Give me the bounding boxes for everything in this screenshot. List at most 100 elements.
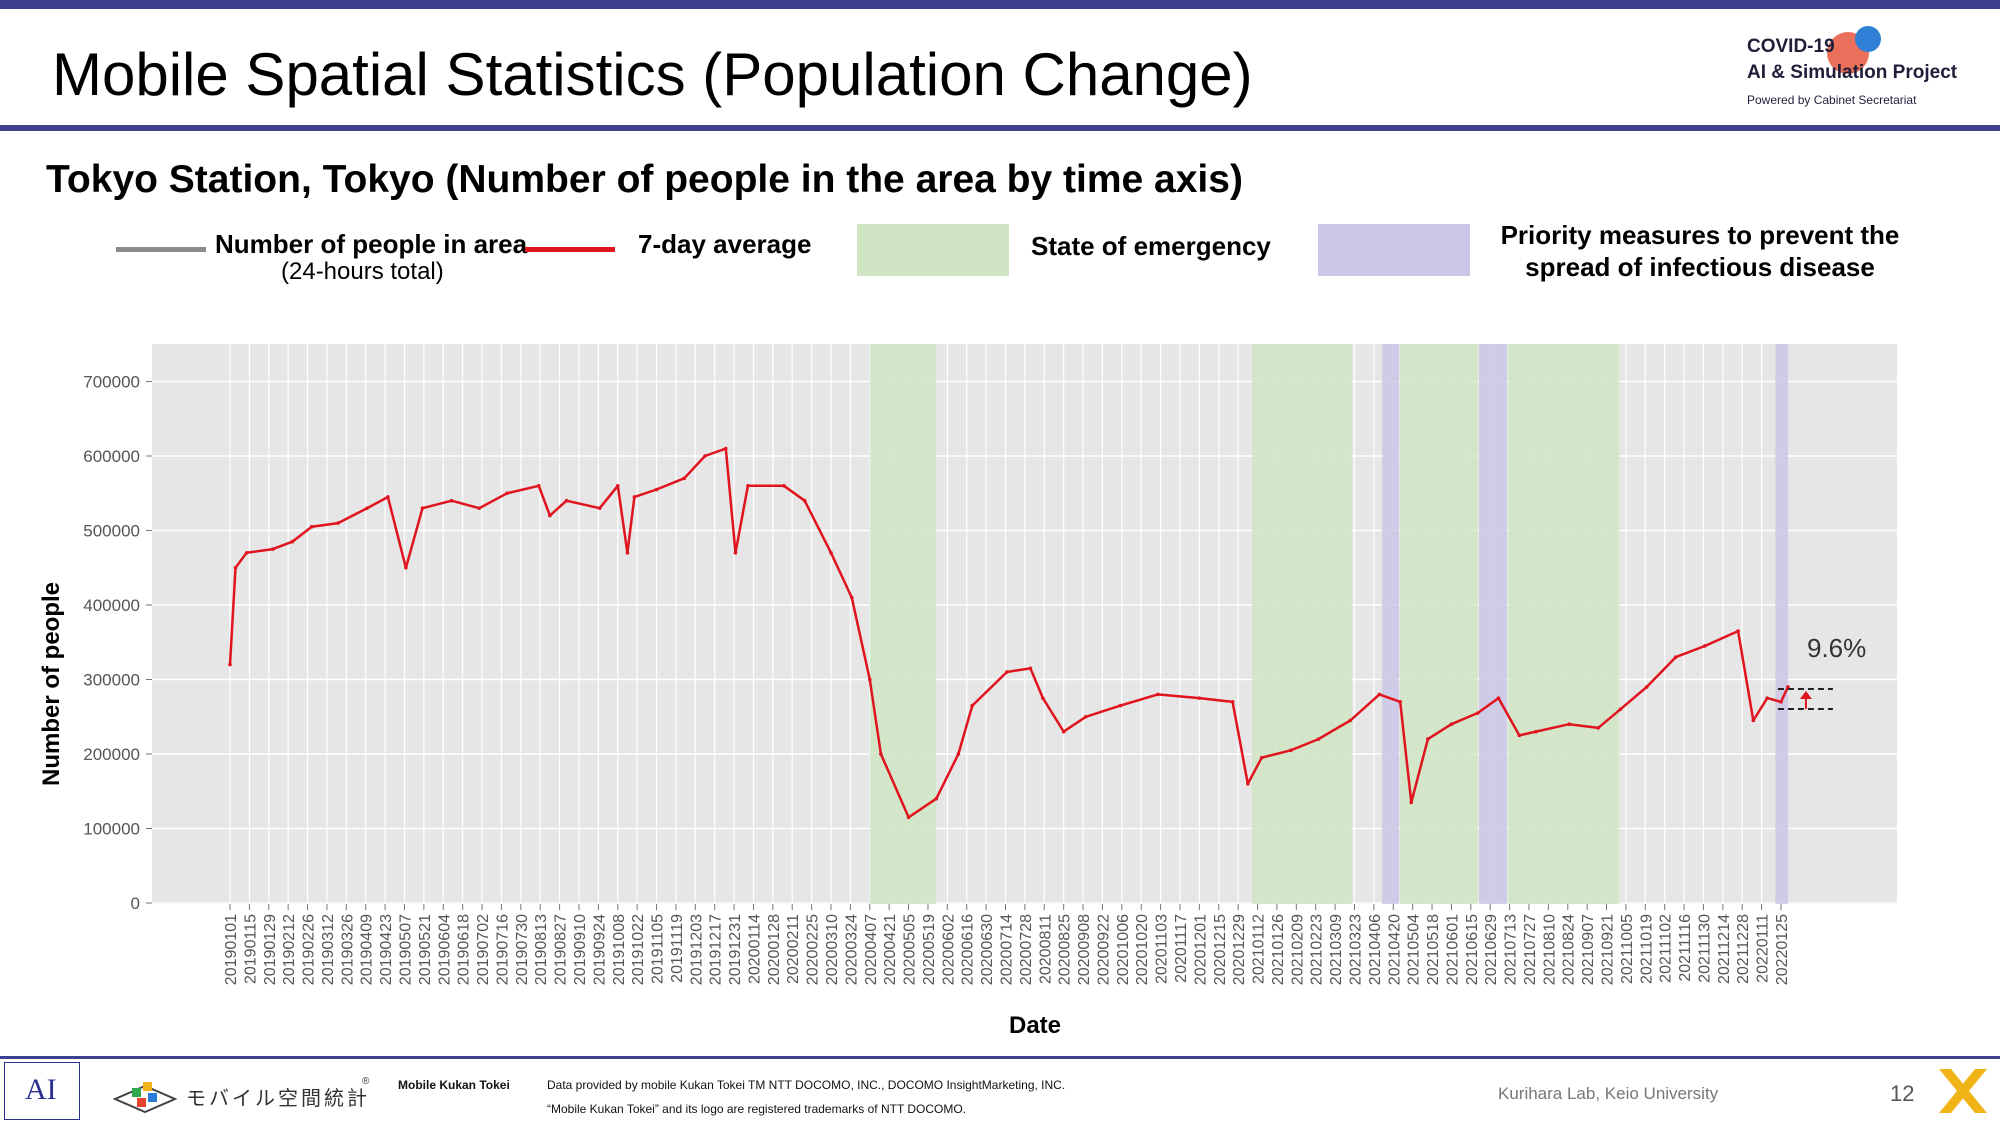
chart-title: Tokyo Station, Tokyo (Number of people i… xyxy=(46,158,1243,201)
product-name: Mobile Kukan Tokei xyxy=(398,1078,510,1092)
x-tick-label: 20191105 xyxy=(650,914,667,984)
x-tick-label: 20210504 xyxy=(1406,914,1423,985)
x-tick-label: 20200407 xyxy=(863,914,880,985)
x-logo-icon xyxy=(1939,1069,1987,1113)
x-tick-label: 20211019 xyxy=(1638,914,1655,984)
legend-label-emergency: State of emergency xyxy=(1031,231,1271,261)
x-tick-label: 20190212 xyxy=(281,914,298,985)
x-tick-label: 20210921 xyxy=(1600,914,1617,985)
top-accent-bar xyxy=(0,0,2000,9)
cube-icon xyxy=(112,1082,178,1114)
average-series-point xyxy=(1517,733,1522,738)
x-tick-label: 20190910 xyxy=(572,914,589,985)
x-tick-label: 20210629 xyxy=(1483,914,1500,985)
average-series-point xyxy=(1377,692,1382,697)
legend-note-count: (24-hours total) xyxy=(281,258,444,285)
average-series-point xyxy=(1028,666,1033,671)
priority-measures-band xyxy=(1775,344,1788,904)
average-series-point xyxy=(564,498,569,503)
legend-swatch-emergency xyxy=(857,224,1009,276)
x-tick-label: 20200602 xyxy=(940,914,957,985)
average-series-point xyxy=(1409,800,1414,805)
annotation-arrow-head xyxy=(1799,690,1812,699)
y-tick-label: 700000 xyxy=(83,373,140,392)
x-tick-label: 20190312 xyxy=(320,914,337,985)
x-tick-label: 20200114 xyxy=(746,914,763,984)
x-tick-label: 20210309 xyxy=(1328,914,1345,985)
y-tick-label: 0 xyxy=(131,894,140,913)
average-series-point xyxy=(829,551,833,555)
average-series-point xyxy=(1703,644,1707,648)
x-tick-label: 20201215 xyxy=(1212,914,1229,985)
average-series-point xyxy=(1118,703,1123,708)
average-series-point xyxy=(733,551,738,555)
x-tick-label: 20200616 xyxy=(960,914,977,985)
average-series-point xyxy=(1736,629,1740,633)
average-series-point xyxy=(1084,714,1088,719)
y-tick-label: 200000 xyxy=(83,745,140,764)
x-tick-label: 20200421 xyxy=(882,914,899,985)
average-series-point xyxy=(1751,718,1756,723)
average-series-point xyxy=(1288,748,1293,753)
logo-line-2: AI & Simulation Project xyxy=(1747,62,1958,83)
x-tick-label: 20200714 xyxy=(999,914,1016,985)
x-tick-label: 20220111 xyxy=(1755,914,1772,983)
x-tick-label: 20190702 xyxy=(475,914,492,985)
average-series-point xyxy=(233,565,238,570)
average-series-point xyxy=(505,491,509,496)
average-series-point xyxy=(1061,729,1066,734)
x-tick-label: 20211102 xyxy=(1658,914,1675,983)
trademark-note: “Mobile Kukan Tokei” and its logo are re… xyxy=(547,1102,967,1116)
average-series-point xyxy=(597,506,602,510)
x-tick-label: 20200505 xyxy=(902,914,919,985)
average-series-point xyxy=(1534,729,1538,734)
average-series-point xyxy=(1259,755,1264,760)
x-tick-label: 20190129 xyxy=(262,914,279,985)
x-tick-label: 20201117 xyxy=(1173,914,1190,983)
x-tick-label: 20190730 xyxy=(514,914,531,985)
legend-label-count: Number of people in area xyxy=(215,229,528,259)
y-tick-label: 400000 xyxy=(83,596,140,615)
x-tick-label: 20210209 xyxy=(1289,914,1306,985)
average-series-point xyxy=(1197,696,1202,700)
logo-blue-circle xyxy=(1855,26,1881,52)
x-tick-label: 20201006 xyxy=(1115,914,1132,985)
x-tick-label: 20200225 xyxy=(805,914,822,985)
x-tick-label: 20191022 xyxy=(630,914,647,985)
x-tick-label: 20210907 xyxy=(1580,914,1597,985)
x-tick-label: 20211130 xyxy=(1696,914,1713,983)
page-number: 12 xyxy=(1890,1081,1915,1106)
average-series-point xyxy=(934,796,939,801)
x-tick-label: 20190115 xyxy=(242,914,259,984)
average-series-point xyxy=(625,551,630,555)
average-series-point xyxy=(244,551,249,555)
average-series-point xyxy=(548,513,552,518)
average-series-point xyxy=(1786,685,1790,689)
average-series-point xyxy=(1618,707,1623,712)
average-series-point xyxy=(1156,692,1160,697)
average-series-point xyxy=(703,454,707,458)
x-tick-label: 20200728 xyxy=(1018,914,1035,985)
average-series-point xyxy=(1398,700,1402,704)
x-tick-label: 20190618 xyxy=(456,914,473,985)
average-series-point xyxy=(1567,722,1571,726)
x-tick-label: 20190226 xyxy=(301,914,318,985)
x-tick-label: 20191119 xyxy=(669,914,686,983)
average-series-point xyxy=(449,498,454,503)
average-series-point xyxy=(615,484,620,488)
x-tick-label: 20210112 xyxy=(1251,914,1268,984)
average-series-point xyxy=(1316,737,1321,741)
x-tick-label: 20200630 xyxy=(979,914,996,985)
y-tick-label: 600000 xyxy=(83,447,140,466)
x-tick-label: 20210518 xyxy=(1425,914,1442,985)
x-tick-label: 20190604 xyxy=(436,914,453,985)
change-annotation: 9.6% xyxy=(1807,633,1867,663)
lab-logo: AI xyxy=(4,1062,80,1120)
average-series-point xyxy=(420,506,425,510)
x-tick-label: 20200519 xyxy=(921,914,938,985)
average-series-point xyxy=(1426,737,1430,741)
university-credit: Kurihara Lab, Keio University xyxy=(1498,1084,1719,1103)
x-tick-label: 20201229 xyxy=(1231,914,1248,985)
x-tick-label: 20190101 xyxy=(223,914,240,985)
average-series-point xyxy=(956,752,961,756)
